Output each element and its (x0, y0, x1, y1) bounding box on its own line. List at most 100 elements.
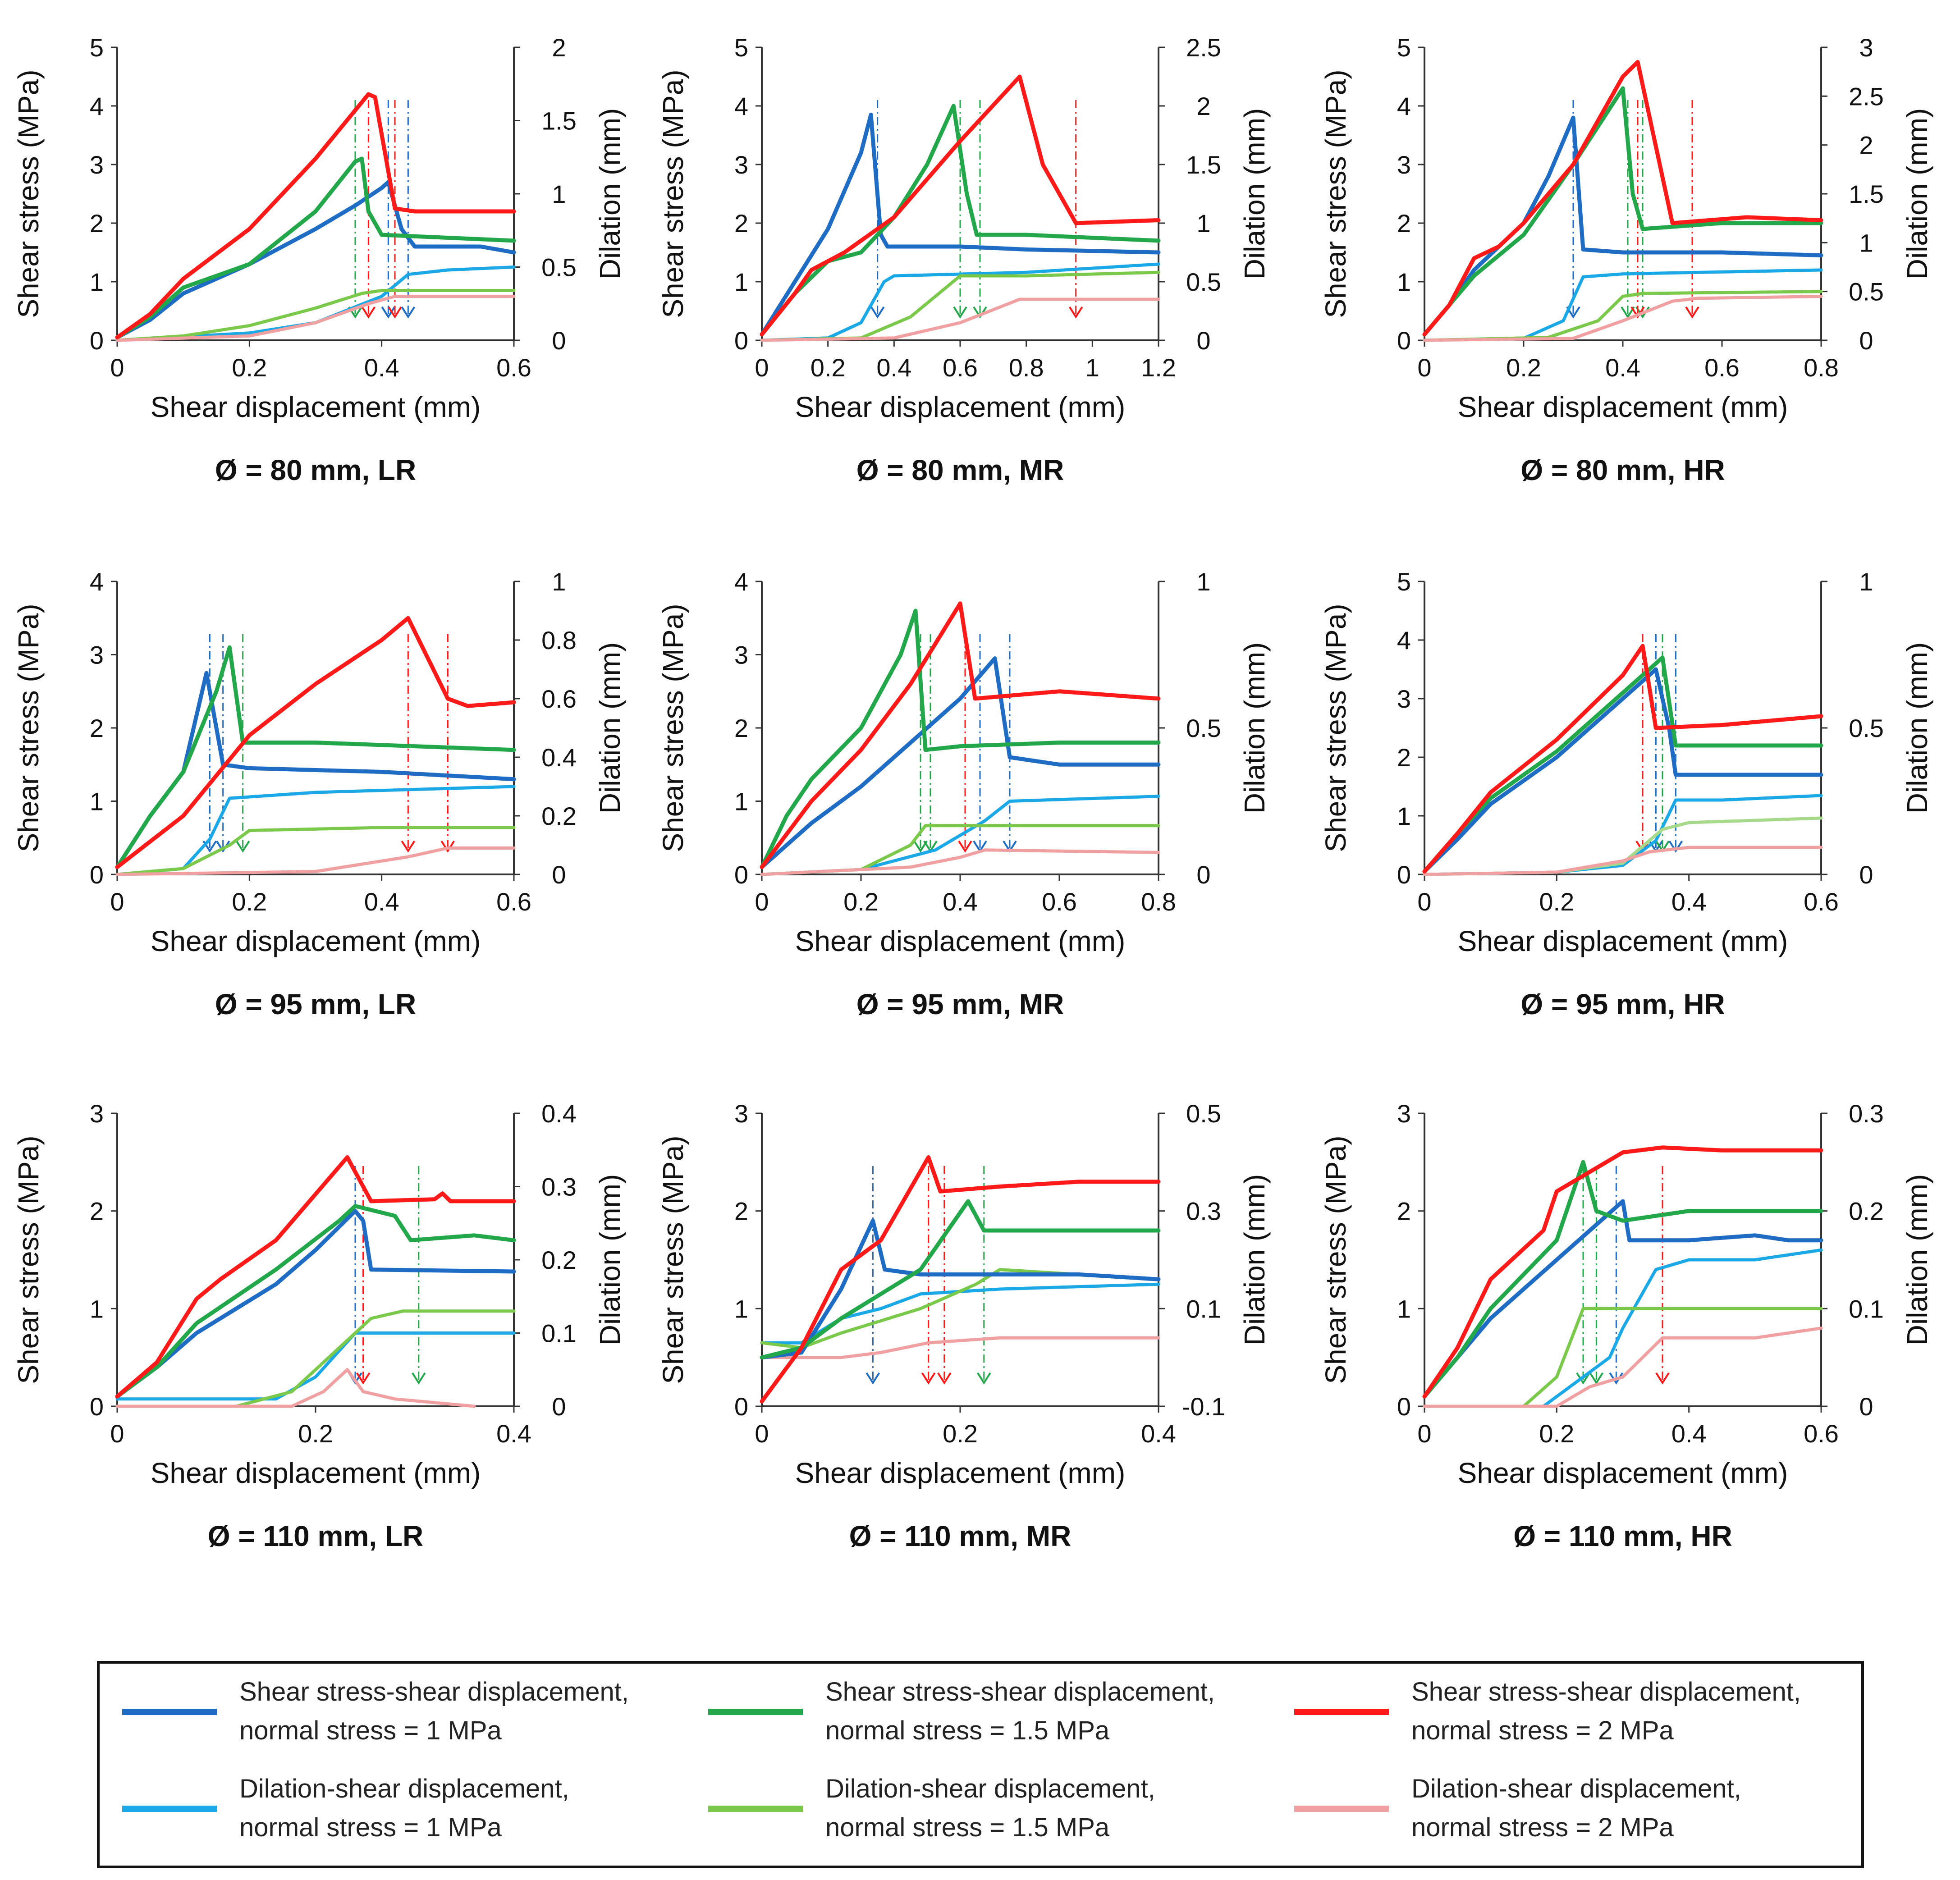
y-tick-label: 4 (734, 92, 748, 120)
chart-title: Ø = 80 mm, MR (856, 454, 1064, 486)
dilation-line (1423, 268, 1823, 342)
y-tick-label: 1 (1397, 1295, 1411, 1323)
drop-arrow (921, 1372, 936, 1385)
chart-panel: 0 0.2 0.4 0.6 0.8 0 1 2 3 4 0 0.5 1 Shear displacemen… (657, 567, 1271, 1020)
drop-arrow (958, 840, 972, 853)
drop-arrow (913, 840, 928, 853)
y-axis-title: Shear stress (MPa) (657, 69, 689, 318)
y2-tick-label: 1 (1196, 209, 1210, 238)
y-tick-label: 4 (90, 92, 104, 120)
y2-tick-label: 0.2 (1849, 1197, 1884, 1226)
drop-arrow (401, 306, 416, 319)
y2-tick-label: 0 (1196, 860, 1210, 889)
y2-tick-label: 0 (552, 326, 566, 355)
dilation-line (115, 1368, 476, 1408)
shear-stress-line (760, 1199, 1161, 1360)
x-tick-label: 0 (1417, 887, 1431, 916)
y-tick-label: 1 (734, 268, 748, 296)
x-axis-title: Shear displacement (mm) (151, 391, 481, 423)
x-tick-label: 0 (1417, 1419, 1431, 1448)
drop-arrow (215, 840, 230, 853)
x-tick-label: 0.2 (1539, 887, 1574, 916)
y-tick-label: 4 (90, 567, 104, 596)
drop-arrow (401, 840, 416, 853)
drop-arrow (870, 306, 885, 319)
y-tick-label: 1 (90, 1295, 104, 1323)
y-tick-label: 0 (734, 326, 748, 355)
chart-panel: 0 0.2 0.4 0.6 0 1 2 3 4 0 0.2 0.4 0.6 0.8 1 Shear displ… (12, 567, 626, 1020)
y-tick-label: 1 (90, 268, 104, 296)
y2-tick-label: 1.5 (1849, 180, 1884, 208)
dilation-line (115, 1331, 516, 1401)
y2-tick-label: 0.5 (541, 253, 577, 282)
dilation-line (1423, 1248, 1823, 1408)
y2-tick-label: 2 (1196, 92, 1210, 120)
drop-arrow (1630, 306, 1645, 319)
x-tick-label: 0 (110, 1419, 124, 1448)
x-tick-label: 0.4 (1671, 887, 1707, 916)
x-tick-label: 0.4 (364, 353, 399, 382)
y2-axis-title: Dilation (mm) (1901, 1174, 1933, 1345)
chart-title: Ø = 95 mm, MR (856, 988, 1064, 1020)
y-tick-label: 2 (1397, 1197, 1411, 1226)
legend-label: Dilation-shear displacement, (1411, 1774, 1741, 1803)
y2-tick-label: 0.3 (541, 1173, 577, 1201)
y-tick-label: 3 (734, 151, 748, 179)
y-tick-label: 0 (1397, 860, 1411, 889)
legend-item-shear-1-5: Shear stress-shear displacement, normal s… (686, 1673, 1272, 1763)
dilation-line (760, 1282, 1160, 1345)
dilation-line (115, 846, 516, 876)
y2-tick-label: 0 (1859, 1392, 1873, 1421)
y-tick-label: 2 (734, 714, 748, 742)
legend-label: Shear stress-shear displacement, (825, 1677, 1215, 1706)
x-tick-label: 0.8 (1804, 353, 1839, 382)
y-tick-label: 3 (90, 1099, 104, 1128)
x-tick-label: 0.4 (1605, 353, 1640, 382)
x-tick-label: 0.6 (496, 353, 531, 382)
y2-tick-label: 1 (552, 180, 566, 208)
drop-arrow (1685, 306, 1699, 319)
y-tick-label: 2 (734, 1197, 748, 1226)
y-tick-label: 5 (90, 33, 104, 62)
legend-swatch-shear-1 (122, 1709, 217, 1715)
y2-axis-title: Dilation (mm) (594, 108, 626, 279)
chart-panel: 0 0.2 0.4 0 1 2 3 -0.1 0.1 0.3 0.5 Shear displaceme… (657, 1099, 1271, 1552)
y-tick-label: 1 (1397, 802, 1411, 830)
x-tick-label: 0.2 (1539, 1419, 1574, 1448)
drop-arrow (1576, 1372, 1590, 1385)
y2-tick-label: 0.3 (1186, 1197, 1221, 1226)
drop-arrow (381, 306, 396, 319)
x-axis-title: Shear displacement (mm) (795, 391, 1126, 423)
y-tick-label: 2 (90, 209, 104, 238)
drop-arrow (388, 306, 402, 319)
shear-stress-line (1422, 115, 1823, 337)
y-tick-label: 2 (90, 714, 104, 742)
shear-stress-line (1422, 1160, 1823, 1399)
shear-stress-line (1422, 1145, 1823, 1399)
y2-tick-label: 2 (552, 33, 566, 62)
y2-tick-label: 1.5 (541, 107, 577, 135)
x-tick-label: 1.2 (1141, 353, 1176, 382)
x-tick-label: 0.6 (1042, 887, 1077, 916)
y2-tick-label: 0.1 (1849, 1295, 1884, 1323)
y2-tick-label: 1 (1196, 567, 1210, 596)
legend-label: normal stress = 1 MPa (239, 1813, 502, 1842)
chart-panel: 0 0.2 0.4 0.6 0.8 1 1.2 0 1 2 3 4 5 0 0.5 1 1.5 2 2.5 Shear… (657, 33, 1271, 486)
x-axis-title: Shear displacement (mm) (1458, 925, 1788, 957)
x-tick-label: 0.2 (232, 353, 267, 382)
shear-stress-line (115, 1209, 516, 1399)
shear-stress-line (1422, 86, 1823, 337)
y-tick-label: 4 (734, 567, 748, 596)
x-tick-label: 0 (110, 353, 124, 382)
y2-axis-title: Dilation (mm) (594, 642, 626, 814)
y-tick-label: 0 (734, 860, 748, 889)
legend-item-shear-1: Shear stress-shear displacement, normal s… (100, 1673, 686, 1763)
legend-item-shear-2: Shear stress-shear displacement, normal s… (1272, 1673, 1858, 1763)
x-tick-label: 0 (1417, 353, 1431, 382)
legend-swatch-shear-2 (1294, 1709, 1389, 1715)
y2-tick-label: 1 (1859, 229, 1873, 257)
drop-arrow (977, 1372, 991, 1385)
drop-arrow (361, 306, 376, 319)
shear-stress-line (115, 1155, 516, 1399)
y2-tick-label: 0 (552, 860, 566, 889)
